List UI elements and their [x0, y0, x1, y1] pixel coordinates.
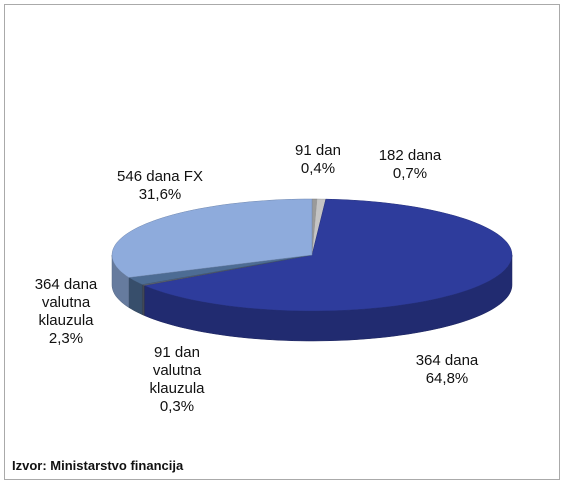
- category-label: 91 dan: [295, 142, 341, 159]
- value-label: 0,4%: [300, 160, 336, 177]
- data-label: 364 dana 64,8%: [407, 352, 487, 388]
- frame: [4, 4, 560, 480]
- slice: [111, 198, 313, 278]
- category-label: 364 dana: [415, 352, 479, 369]
- slice-side: [141, 284, 145, 316]
- slice: [143, 198, 513, 312]
- value-label: 31,6%: [138, 186, 182, 203]
- value-label: 0,3%: [159, 398, 195, 415]
- category-label: 546 dana FX: [117, 168, 203, 185]
- category-label: 91 dan valutna klauzula: [149, 344, 205, 397]
- value-label: 0,7%: [392, 165, 428, 182]
- slice: [128, 254, 313, 285]
- source: Izvor: Ministarstvo financija: [12, 458, 184, 473]
- data-label: 546 dana FX 31,6%: [105, 168, 215, 204]
- category-label: 364 dana valutna klauzula: [34, 276, 98, 329]
- data-label: 364 dana valutna klauzula 2,3%: [21, 276, 111, 348]
- category-label: 182 dana: [378, 147, 442, 164]
- value-label: 2,3%: [48, 330, 84, 347]
- data-label: 91 dan 0,4%: [283, 142, 353, 178]
- value-label: 64,8%: [425, 370, 469, 387]
- data-label: 91 dan valutna klauzula 0,3%: [137, 344, 217, 416]
- data-label: 182 dana 0,7%: [375, 147, 445, 183]
